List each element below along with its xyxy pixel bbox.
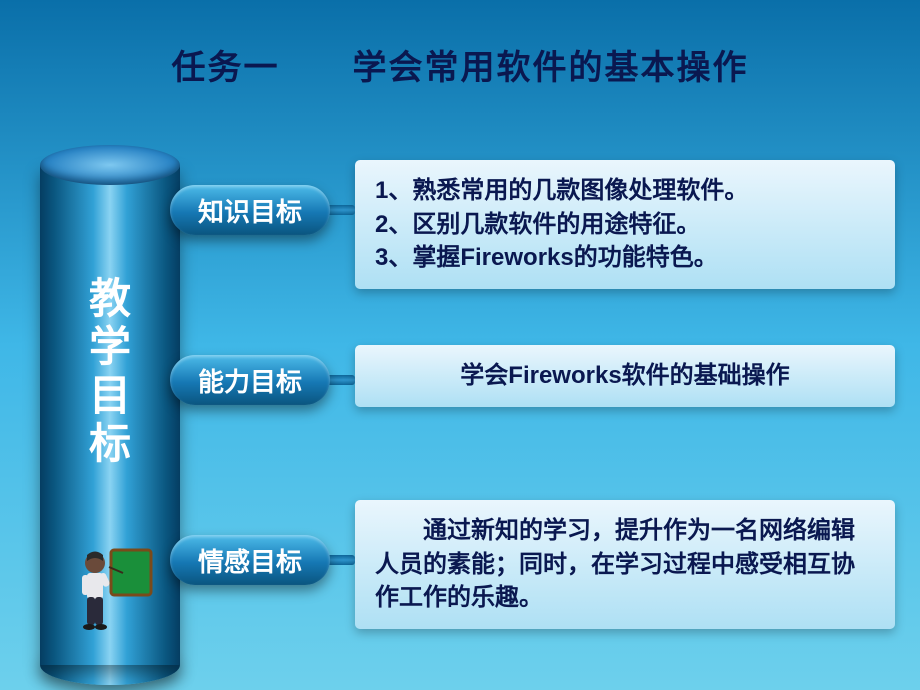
cylinder: 教 学 目 标: [40, 145, 180, 675]
page-title: 任务一 学会常用软件的基本操作: [0, 0, 920, 89]
pill-label-0: 知识目标: [198, 192, 302, 229]
text-box-2: 通过新知的学习，提升作为一名网络编辑人员的素能；同时，在学习过程中感受相互协作工…: [355, 500, 895, 629]
cyl-char-3: 标: [40, 420, 180, 468]
text-box-1: 学会Fireworks软件的基础操作: [355, 345, 895, 407]
pill-2: 情感目标: [170, 535, 330, 585]
text-line-0-1: 2、区别几款软件的用途特征。: [375, 208, 875, 242]
text-box-0: 1、熟悉常用的几款图像处理软件。2、区别几款软件的用途特征。3、掌握Firewo…: [355, 160, 895, 289]
teacher-icon: [73, 545, 153, 640]
pill-label-1: 能力目标: [198, 362, 302, 399]
pill-0: 知识目标: [170, 185, 330, 235]
text-line-0-0: 1、熟悉常用的几款图像处理软件。: [375, 174, 875, 208]
cyl-char-2: 目: [40, 372, 180, 420]
text-line-0-2: 3、掌握Fireworks的功能特色。: [375, 241, 875, 275]
cyl-char-0: 教: [40, 275, 180, 323]
title-part1: 任务一: [172, 49, 280, 87]
title-part2: 学会常用软件的基本操作: [352, 49, 748, 87]
cylinder-top: [40, 145, 180, 185]
text-line-1-0: 学会Fireworks软件的基础操作: [375, 359, 875, 393]
pill-label-2: 情感目标: [198, 542, 302, 579]
cyl-char-1: 学: [40, 323, 180, 371]
cylinder-label: 教 学 目 标: [40, 275, 180, 468]
pill-1: 能力目标: [170, 355, 330, 405]
text-line-2-0: 通过新知的学习，提升作为一名网络编辑人员的素能；同时，在学习过程中感受相互协作工…: [375, 514, 875, 615]
